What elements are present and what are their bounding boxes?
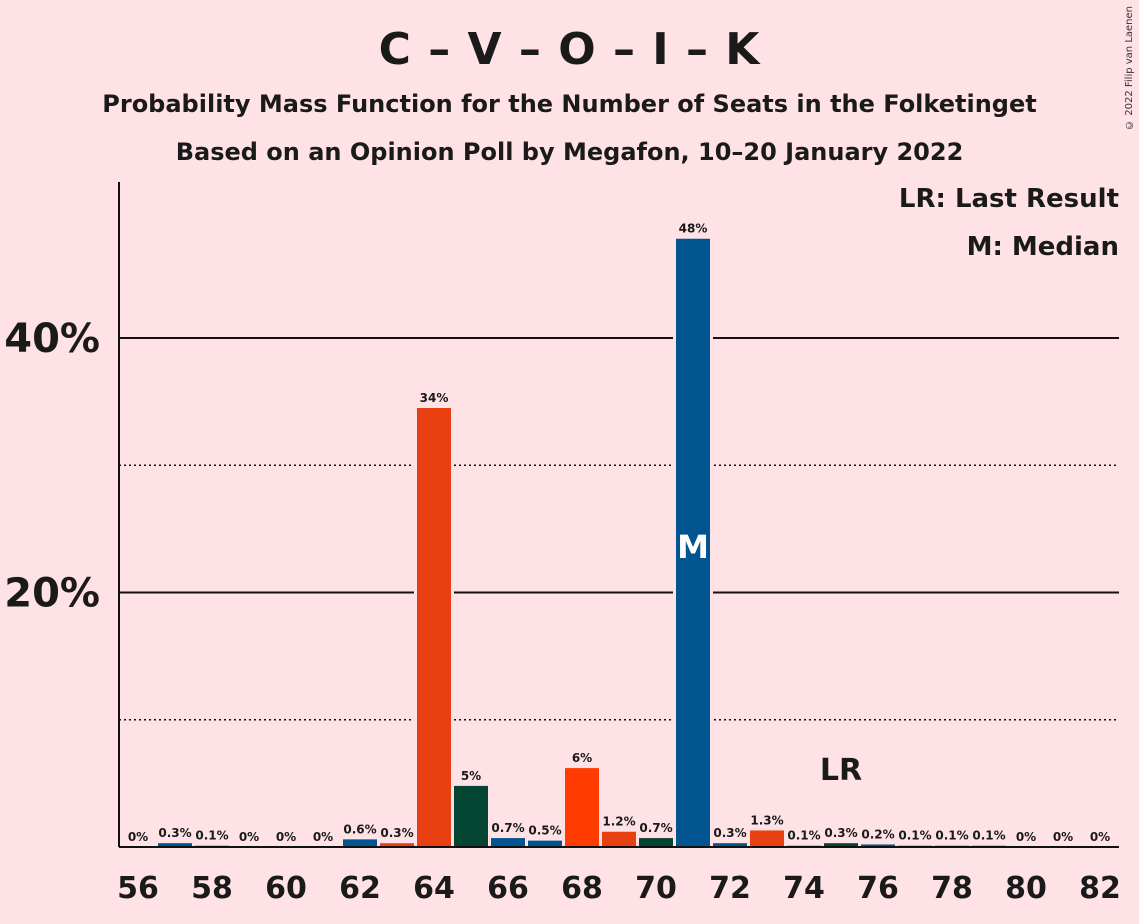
data-label-seat-80: 0%: [1016, 830, 1036, 844]
median-marker: M: [677, 528, 709, 566]
data-label-seat-62: 0.6%: [343, 822, 376, 836]
data-label-seat-64: 34%: [420, 391, 449, 405]
bar-seat-66: [491, 838, 525, 847]
x-tick-label: 80: [1005, 871, 1047, 906]
data-label-seat-76: 0.2%: [861, 827, 894, 841]
last-result-marker: LR: [820, 753, 862, 788]
data-label-seat-72: 0.3%: [713, 826, 746, 840]
bar-seat-62: [343, 839, 377, 847]
data-label-seat-56: 0%: [128, 830, 148, 844]
bar-seat-64: [417, 407, 451, 847]
data-label-seat-58: 0.1%: [195, 829, 228, 843]
x-tick-label: 56: [117, 871, 159, 906]
bar-seat-72: [713, 843, 747, 847]
bar-seat-63: [380, 843, 414, 847]
bar-seat-67: [528, 840, 562, 847]
x-tick-label: 62: [339, 871, 381, 906]
x-tick-label: 74: [783, 871, 825, 906]
data-label-seat-68: 6%: [572, 751, 592, 765]
data-label-seat-61: 0%: [313, 830, 333, 844]
chart-source-subtitle: Based on an Opinion Poll by Megafon, 10–…: [175, 138, 964, 166]
data-label-seat-77: 0.1%: [898, 829, 931, 843]
data-label-seat-60: 0%: [276, 830, 296, 844]
data-label-seat-78: 0.1%: [935, 829, 968, 843]
data-label-seat-59: 0%: [239, 830, 259, 844]
x-tick-label: 72: [709, 871, 751, 906]
x-tick-label: 68: [561, 871, 603, 906]
bar-halo: [858, 841, 898, 847]
data-label-seat-82: 0%: [1090, 830, 1110, 844]
data-label-seat-75: 0.3%: [824, 826, 857, 840]
bar-seat-76: [861, 844, 895, 847]
data-label-seat-73: 1.3%: [750, 813, 783, 827]
data-label-seat-66: 0.7%: [491, 821, 524, 835]
bar-seat-69: [602, 831, 636, 847]
data-label-seat-71: 48%: [679, 222, 708, 236]
chart-subtitle: Probability Mass Function for the Number…: [102, 90, 1037, 118]
y-tick-label: 40%: [4, 316, 100, 362]
bar-seat-71: [676, 238, 710, 847]
bar-seat-75: [824, 843, 858, 847]
data-label-seat-63: 0.3%: [380, 826, 413, 840]
y-tick-label: 20%: [4, 571, 100, 617]
data-label-seat-70: 0.7%: [639, 821, 672, 835]
x-tick-label: 66: [487, 871, 529, 906]
x-tick-label: 76: [857, 871, 899, 906]
x-tick-label: 64: [413, 871, 455, 906]
bar-seat-57: [158, 843, 192, 847]
x-tick-label: 70: [635, 871, 677, 906]
data-label-seat-74: 0.1%: [787, 829, 820, 843]
data-label-seat-67: 0.5%: [528, 824, 561, 838]
legend-last-result: LR: Last Result: [898, 184, 1119, 214]
bar-seat-70: [639, 838, 673, 847]
data-label-seat-65: 5%: [461, 769, 481, 783]
data-label-seat-57: 0.3%: [158, 826, 191, 840]
x-tick-label: 78: [931, 871, 973, 906]
chart-title: C – V – O – I – K: [378, 24, 761, 75]
x-tick-label: 58: [191, 871, 233, 906]
data-label-seat-81: 0%: [1053, 830, 1073, 844]
bar-seat-65: [454, 785, 488, 847]
bar-seat-68: [565, 768, 599, 847]
bar-seat-73: [750, 830, 784, 847]
x-tick-label: 82: [1079, 871, 1121, 906]
x-tick-label: 60: [265, 871, 307, 906]
legend-median: M: Median: [966, 232, 1119, 262]
data-label-seat-69: 1.2%: [602, 815, 635, 829]
data-label-seat-79: 0.1%: [972, 829, 1005, 843]
